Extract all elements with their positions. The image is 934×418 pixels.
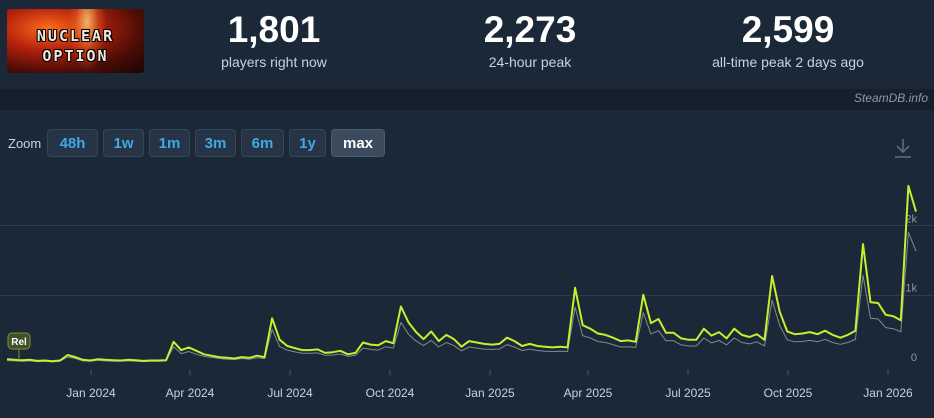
release-marker-label: Rel: [11, 337, 27, 348]
brand-link[interactable]: SteamDB.info: [853, 91, 928, 105]
x-tick-label: Jan 2024: [66, 386, 116, 400]
game-logo[interactable]: NUCLEAR OPTION: [7, 9, 144, 73]
y-tick-label: 2k: [905, 213, 917, 225]
x-tick-label: Jul 2025: [665, 386, 711, 400]
stat-24h-peak: 2,273 24-hour peak: [430, 9, 630, 71]
zoom-label: Zoom: [8, 136, 42, 151]
zoom-6m-button[interactable]: 6m: [241, 129, 284, 157]
release-marker[interactable]: Rel: [7, 332, 31, 360]
stat-label: all-time peak 2 days ago: [712, 54, 864, 70]
y-axis-ticks: 0 1k 2k: [905, 213, 917, 364]
logo-text-line1: NUCLEAR: [36, 27, 115, 45]
zoom-48h-button[interactable]: 48h: [47, 129, 98, 157]
zoom-1m-button[interactable]: 1m: [149, 129, 190, 157]
chart-series-secondary: [6, 231, 917, 363]
chart-series-players: [6, 184, 917, 363]
brand-strip: SteamDB.info: [0, 89, 934, 110]
header: NUCLEAR OPTION 1,801 players right now 2…: [0, 0, 934, 89]
stat-all-time-peak: 2,599 all-time peak 2 days ago: [688, 9, 888, 71]
x-tick-label: Jul 2024: [267, 386, 313, 400]
x-tick-label: Oct 2024: [366, 386, 415, 400]
logo-text-line2: OPTION: [42, 47, 109, 65]
mushroom-cloud-icon: [67, 9, 107, 73]
x-tick-label: Apr 2025: [564, 386, 613, 400]
chart-grid: [0, 225, 934, 296]
stat-value: 2,599: [741, 9, 835, 50]
download-icon[interactable]: [893, 137, 913, 159]
y-tick-label: 0: [911, 352, 917, 364]
stat-value: 2,273: [483, 9, 577, 50]
x-axis-ticks: Jan 2024 Apr 2024 Jul 2024 Oct 2024 Jan 2025…: [66, 370, 913, 400]
zoom-1w-button[interactable]: 1w: [103, 129, 144, 157]
stat-current-players: 1,801 players right now: [174, 9, 374, 71]
zoom-3m-button[interactable]: 3m: [195, 129, 236, 157]
stat-label: players right now: [221, 54, 327, 70]
stat-value: 1,801: [227, 9, 321, 50]
x-tick-label: Oct 2025: [764, 386, 813, 400]
y-tick-label: 1k: [905, 283, 917, 295]
stat-label: 24-hour peak: [488, 54, 572, 70]
x-tick-label: Jan 2026: [863, 386, 913, 400]
x-tick-label: Jan 2025: [465, 386, 515, 400]
x-tick-label: Apr 2024: [166, 386, 215, 400]
zoom-1y-button[interactable]: 1y: [289, 129, 326, 157]
zoom-max-button[interactable]: max: [331, 129, 385, 157]
